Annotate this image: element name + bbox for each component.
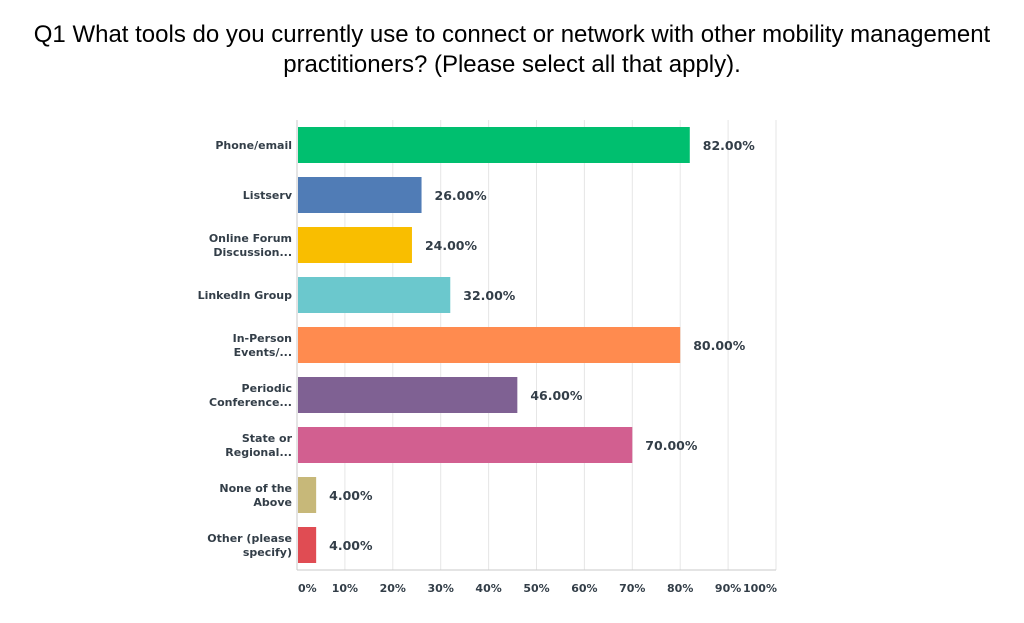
category-label: Above [253, 496, 292, 509]
category-label: Online Forum [209, 232, 292, 245]
x-tick-label: 50% [523, 582, 549, 595]
bar [298, 277, 451, 313]
bar-value-label: 46.00% [530, 388, 583, 403]
bar [298, 177, 422, 213]
category-label: Events/... [234, 346, 292, 359]
chart-title: Q1 What tools do you currently use to co… [0, 20, 1024, 80]
x-tick-label: 10% [332, 582, 358, 595]
category-label: specify) [243, 546, 292, 559]
x-tick-label: 60% [571, 582, 597, 595]
bar-value-label: 32.00% [463, 288, 516, 303]
bar [298, 127, 690, 163]
x-tick-label: 40% [475, 582, 501, 595]
x-tick-label: 20% [380, 582, 406, 595]
x-tick-label: 0% [298, 582, 317, 595]
x-tick-label: 70% [619, 582, 645, 595]
bar [298, 327, 681, 363]
category-label: Phone/email [215, 139, 292, 152]
chart-title-line-2: practitioners? (Please select all that a… [283, 51, 741, 78]
category-label: None of the [219, 482, 292, 495]
bar [298, 527, 317, 563]
category-label: Regional... [225, 446, 292, 459]
category-label: Conference... [209, 396, 292, 409]
category-label: Periodic [242, 382, 292, 395]
labels: 0% 10% 20% 30% 40% 50% 60% 70% 80% 90% 100% 82.00% P… [198, 138, 777, 595]
bar-value-label: 4.00% [329, 538, 373, 553]
bar [298, 427, 633, 463]
category-label: State or [242, 432, 293, 445]
bar-value-label: 82.00% [703, 138, 756, 153]
category-label: In-Person [233, 332, 292, 345]
bar [298, 227, 412, 263]
bar-value-label: 70.00% [645, 438, 698, 453]
bar [298, 477, 317, 513]
chart-title-line-1: Q1 What tools do you currently use to co… [33, 21, 991, 48]
bar-value-label: 26.00% [435, 188, 488, 203]
bars [298, 127, 690, 563]
bar-value-label: 4.00% [329, 488, 373, 503]
x-tick-label: 100% [743, 582, 777, 595]
category-label: LinkedIn Group [198, 289, 293, 302]
axes [296, 120, 776, 571]
bar-value-label: 80.00% [693, 338, 746, 353]
bar-value-label: 24.00% [425, 238, 478, 253]
category-label: Other (please [207, 532, 292, 545]
x-tick-label: 90% [715, 582, 741, 595]
category-label: Listserv [243, 189, 293, 202]
bar [298, 377, 518, 413]
x-tick-label: 80% [667, 582, 693, 595]
category-label: Discussion... [213, 246, 292, 259]
x-tick-label: 30% [428, 582, 454, 595]
